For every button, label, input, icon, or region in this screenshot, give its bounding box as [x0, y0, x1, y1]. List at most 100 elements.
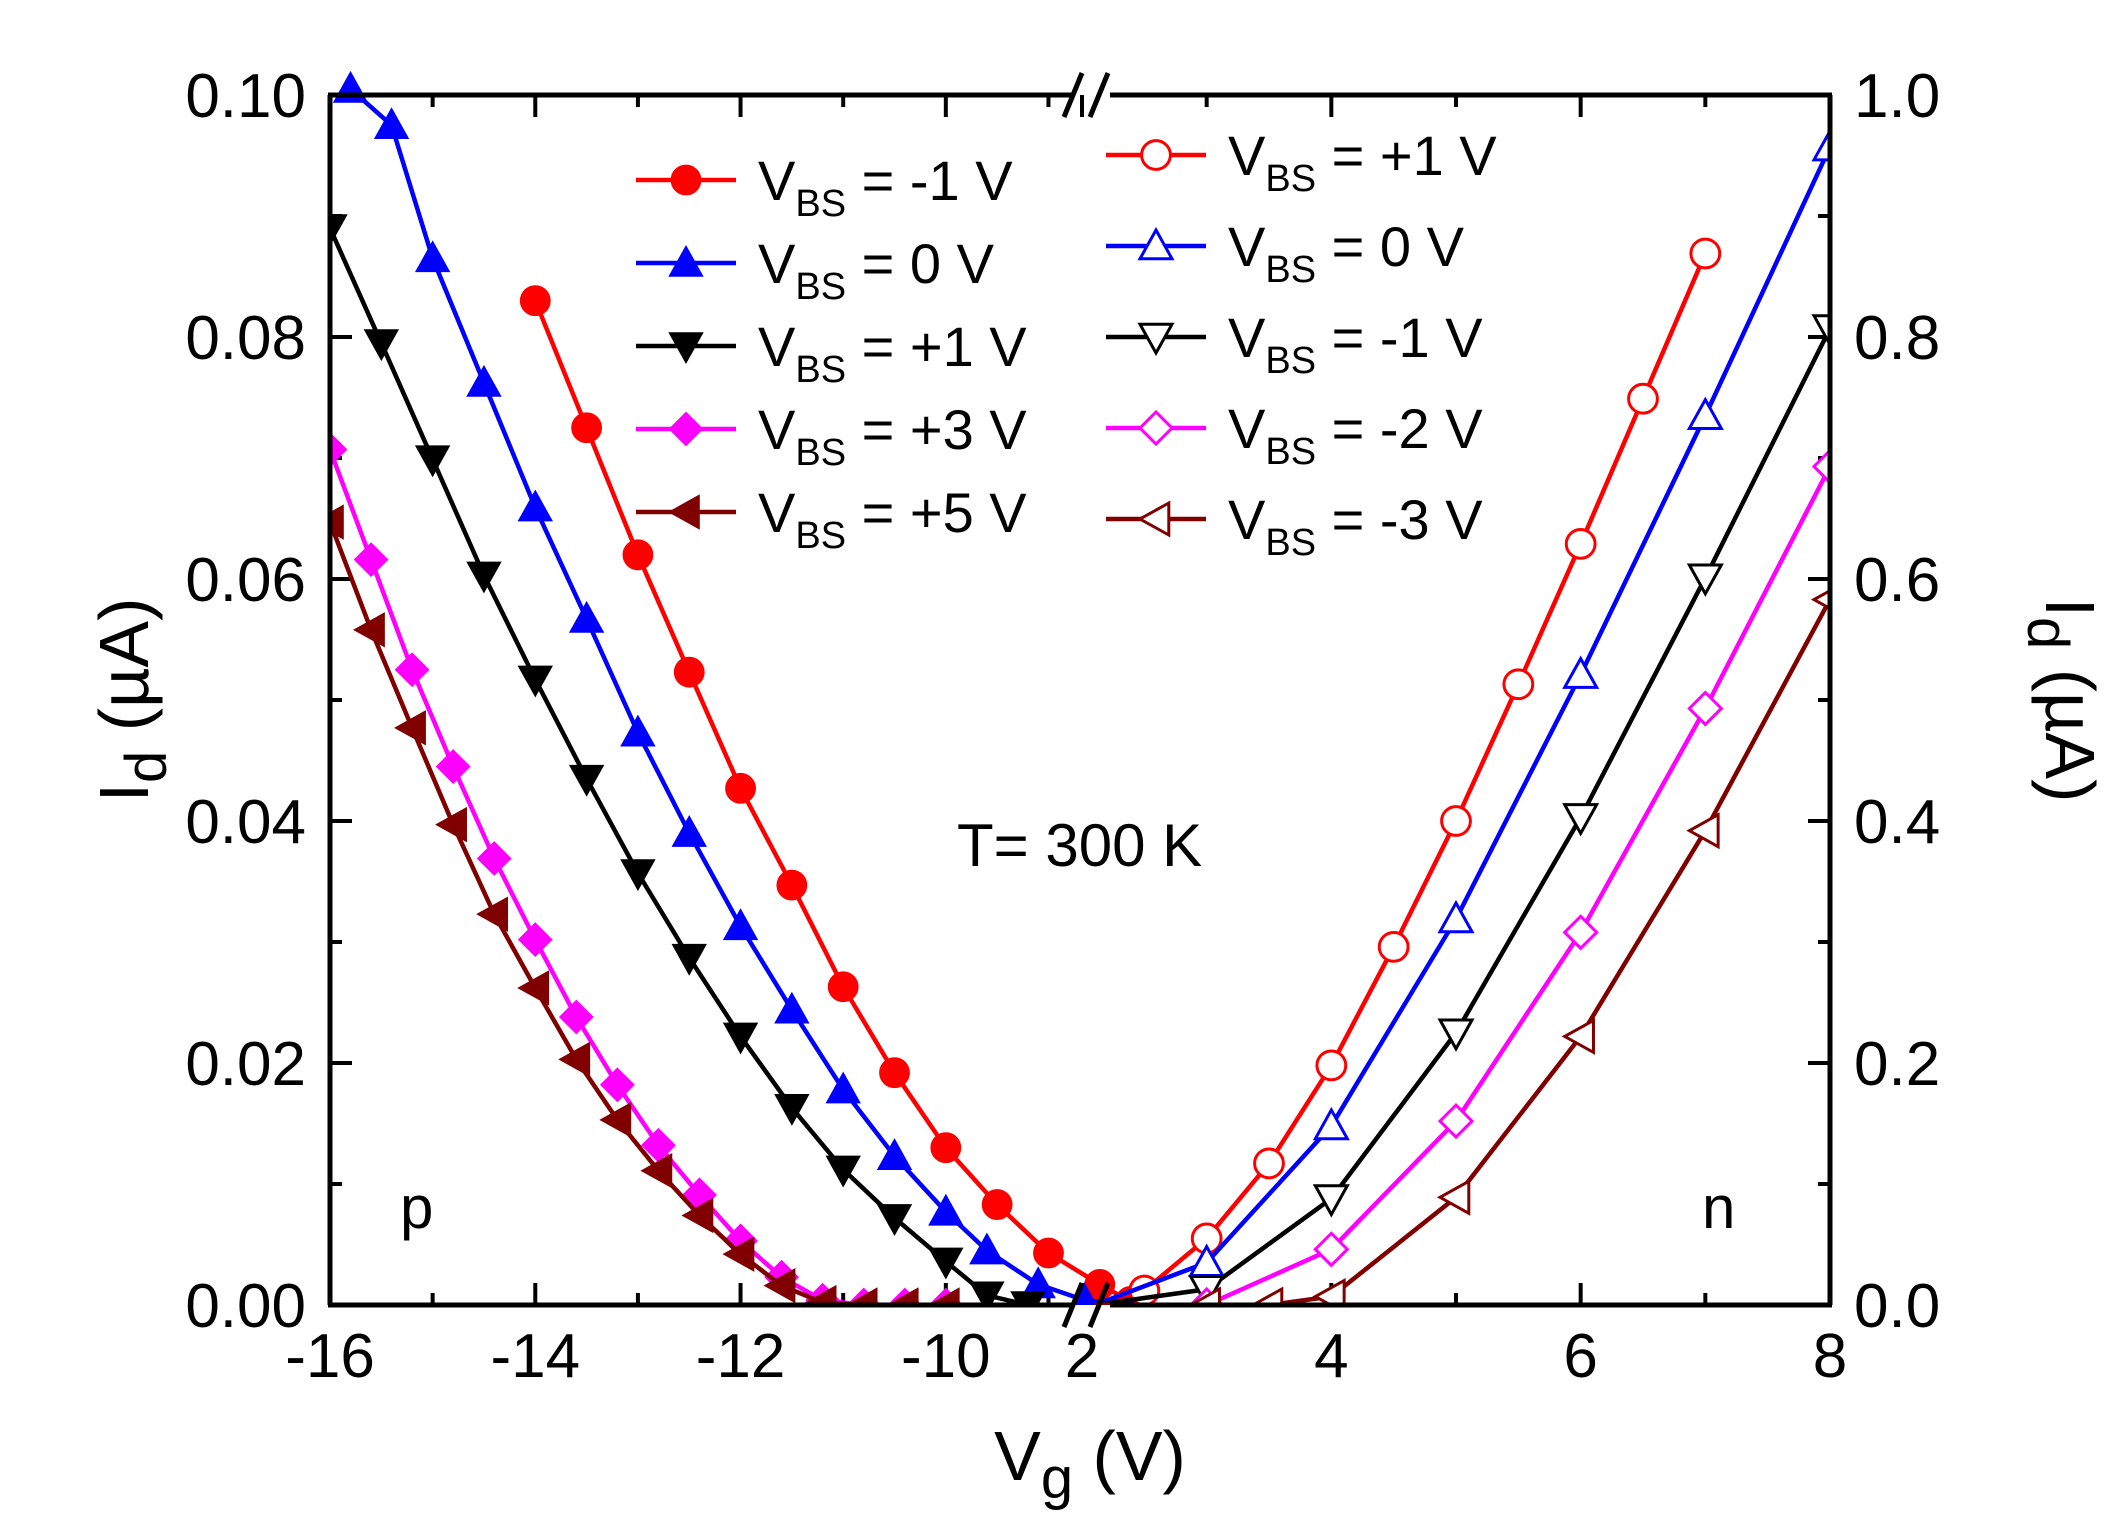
- legend-entry-left-3: VBS = +3 V: [636, 398, 1027, 474]
- data-point-right-3: [1687, 690, 1724, 727]
- data-point-right-0: [1689, 237, 1722, 270]
- legend-label: VBS = -1 V: [758, 149, 1013, 225]
- legend-label-main: V: [758, 398, 796, 461]
- data-point-left-2: [517, 665, 553, 698]
- data-point-left-2: [466, 561, 502, 594]
- data-point-left-1: [620, 714, 656, 747]
- legend-label-sub: BS: [795, 183, 846, 225]
- y-axis-title-left: Id (µA): [85, 598, 179, 803]
- plot-frame: [327, 72, 1833, 1328]
- data-point-right-3: [1313, 1231, 1350, 1268]
- data-point-left-0: [673, 656, 705, 688]
- data-point-right-0: [1377, 930, 1410, 963]
- legend-marker: [668, 411, 704, 447]
- legend-marker: [668, 244, 704, 277]
- x-tick-label: -12: [696, 1322, 786, 1391]
- data-point-right-0: [1502, 668, 1535, 701]
- data-point-left-4: [599, 1102, 632, 1138]
- axis-break-bottom: [1061, 1282, 1085, 1328]
- y-axis-title-left-unit: (µA): [85, 598, 163, 751]
- data-point-left-0: [1033, 1237, 1064, 1269]
- legend-label-sub: BS: [1265, 431, 1316, 473]
- data-point-left-4: [330, 504, 344, 540]
- legend-label-sub: BS: [795, 432, 846, 474]
- y-tick-label-right: 0.8: [1854, 304, 1940, 373]
- y-tick-label-left: 0.06: [185, 546, 306, 615]
- y-tick-label-right: 0.2: [1854, 1030, 1940, 1099]
- legend-entry-right-2: VBS = -1 V: [1106, 306, 1483, 382]
- legend-label-rest: = 0 V: [846, 232, 995, 295]
- y-tick-label-right: 0.0: [1854, 1272, 1940, 1341]
- data-point-right-1: [1437, 899, 1475, 934]
- legend-label-rest: = -1 V: [846, 149, 1013, 212]
- legend-label-main: V: [1228, 306, 1266, 369]
- region-label-p: p: [400, 1174, 433, 1241]
- data-point-right-4: [1561, 1017, 1595, 1055]
- data-point-left-2: [876, 1204, 913, 1236]
- data-point-left-2: [969, 1281, 1005, 1305]
- data-point-right-0: [1627, 382, 1659, 415]
- data-point-left-2: [774, 1093, 810, 1126]
- legend-marker: [667, 494, 700, 530]
- legend-label-rest: = +1 V: [1316, 124, 1497, 187]
- data-point-left-1: [671, 815, 707, 847]
- series-line-right-4: [1094, 598, 1830, 1305]
- data-point-left-3: [330, 432, 348, 467]
- data-point-left-2: [928, 1247, 964, 1280]
- data-point-left-4: [886, 1287, 919, 1305]
- temperature-annotation: T= 300 K: [957, 812, 1202, 879]
- axis-break-bottom: [1087, 1282, 1111, 1328]
- y-tick-label-left: 0.04: [185, 788, 306, 857]
- legend-entry-right-1: VBS = 0 V: [1106, 215, 1465, 291]
- legend-marker: [1136, 500, 1171, 538]
- x-tick-label: 6: [1563, 1322, 1597, 1391]
- y-tick-label-left: 0.02: [185, 1030, 306, 1099]
- data-series: [330, 70, 1830, 1305]
- x-tick-label: -14: [490, 1322, 580, 1391]
- data-point-left-2: [414, 445, 451, 478]
- y-axis-title-right-unit: (µA): [2031, 649, 2106, 802]
- x-tick-label: -16: [285, 1322, 375, 1391]
- y-tick-label-right: 1.0: [1854, 62, 1940, 131]
- data-point-left-3: [394, 652, 430, 688]
- data-point-left-2: [671, 943, 707, 976]
- data-point-right-0: [1253, 1147, 1285, 1180]
- data-point-left-2: [568, 764, 605, 797]
- data-point-left-1: [928, 1193, 964, 1226]
- data-point-left-3: [558, 999, 594, 1035]
- legend-label-main: V: [1228, 215, 1266, 278]
- legend-label-rest: = 0 V: [1316, 215, 1465, 278]
- data-point-right-4: [1436, 1178, 1471, 1216]
- data-point-right-0: [1440, 805, 1472, 837]
- y-axis-title-right-sub: d: [2015, 617, 2080, 649]
- data-point-left-3: [599, 1067, 635, 1103]
- y-tick-label-left: 0.10: [185, 62, 306, 131]
- legend-label-main: V: [1228, 397, 1266, 460]
- x-tick-label: 2: [1065, 1322, 1099, 1391]
- legend-label-main: V: [758, 481, 796, 544]
- legend-label-main: V: [758, 232, 796, 295]
- legend-label-rest: = +1 V: [846, 315, 1027, 378]
- series-left-0: [519, 285, 1146, 1305]
- data-point-left-3: [517, 922, 553, 957]
- data-point-right-1: [1811, 127, 1830, 162]
- data-point-left-2: [722, 1022, 759, 1055]
- data-point-right-0: [1315, 1049, 1348, 1082]
- data-point-right-0: [1564, 528, 1597, 560]
- x-tick-label: 8: [1813, 1322, 1847, 1391]
- data-point-left-1: [969, 1232, 1005, 1265]
- data-point-left-1: [722, 908, 759, 941]
- data-point-left-0: [879, 1057, 910, 1089]
- legend-label-rest: = -2 V: [1316, 397, 1483, 460]
- data-point-left-1: [466, 364, 502, 397]
- legend-label-rest: = +5 V: [846, 481, 1027, 544]
- data-point-left-2: [330, 214, 348, 247]
- legend-label: VBS = +1 V: [1228, 124, 1497, 200]
- data-point-left-2: [620, 859, 656, 892]
- legend-label: VBS = -2 V: [1228, 397, 1483, 473]
- legend-label-main: V: [1228, 488, 1266, 551]
- data-point-left-0: [519, 285, 551, 317]
- data-point-left-3: [476, 841, 512, 876]
